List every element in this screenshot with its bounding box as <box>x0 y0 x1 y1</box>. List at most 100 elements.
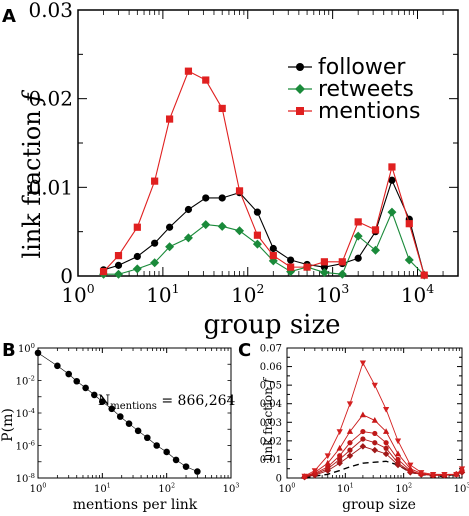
panel-a-series-1-point <box>217 221 227 231</box>
panel-b-series-0-point <box>125 420 133 427</box>
panel-c-series-2-point <box>395 460 401 466</box>
panel-a-series-2-point <box>420 271 428 279</box>
panel-b-series-0-point <box>34 349 42 357</box>
panel-a-label: A <box>2 6 16 27</box>
panel-c-series-4-point <box>382 428 390 434</box>
panel-a-x-tick-exp: 1 <box>172 281 180 296</box>
panel-c-x-tick-base: 10 <box>337 484 350 495</box>
panel-a-series-1-point <box>113 269 123 279</box>
panel-b-label: B <box>2 340 16 361</box>
panel-c-ylabel-text: link fraction <box>261 387 275 461</box>
panel-c-plot: 100 101 102 10300.010.020.030.040.050.060.0… <box>260 344 469 496</box>
panel-c-series-3-point <box>360 428 366 435</box>
panel-a-series-0-point <box>218 194 226 202</box>
panel-c-xlabel: group size <box>342 497 416 513</box>
panel-c-series-1-point <box>371 446 379 454</box>
panel-a-series-2-point <box>405 220 413 228</box>
panel-c-series-4-point <box>359 411 367 418</box>
panel-a-series-0-point <box>165 223 174 231</box>
panel-c-x-tick-label: 101 <box>337 483 354 496</box>
panel-a-series-0-line <box>103 178 425 276</box>
panel-a-series-1-point <box>319 267 329 277</box>
panel-b-y-tick-exp: -2 <box>28 375 35 383</box>
panel-b-y-tick-exp: -8 <box>28 472 35 480</box>
panel-b-annotation-sub: mentions <box>110 401 157 412</box>
panel-c-x-tick-exp: 2 <box>408 483 412 490</box>
panel-b-x-tick-label: 101 <box>94 483 111 496</box>
panel-a-series-2-point <box>202 76 210 84</box>
panel-b-y-tick-exp: 0 <box>31 342 35 350</box>
panel-b-y-tick-exp: -4 <box>28 407 35 415</box>
panel-c-x-tick-label: 102 <box>395 483 412 496</box>
panel-a-series-0-point <box>133 252 141 261</box>
panel-a-series-2-point <box>354 218 362 226</box>
panel-a-series-2-point <box>303 263 311 271</box>
panel-b-annotation: Nmentions = 866,264 <box>98 393 236 412</box>
panel-a-series-1-point <box>165 242 175 252</box>
panel-c-x-tick-exp: 1 <box>350 483 354 490</box>
panel-a-series-1-point <box>371 245 381 255</box>
panel-a: A 100 101 102 103 10400.010.020.03followerre… <box>2 0 459 340</box>
panel-c-series-3-point <box>383 440 389 446</box>
panel-c-series-2-point <box>372 440 378 446</box>
panel-c-x-tick-label: 100 <box>279 483 296 496</box>
panel-b-annotation-main: N <box>98 393 110 409</box>
panel-c-series-3-point <box>372 430 378 437</box>
panel-c-series-2-point <box>383 445 389 451</box>
panel-b-x-tick-label: 103 <box>223 483 240 496</box>
panel-c-series-5-point <box>346 401 354 408</box>
legend-mentions-label: mentions <box>318 99 421 124</box>
panel-c-series-5-point <box>418 470 425 476</box>
panel-b-series-0-point <box>82 384 89 392</box>
panel-a-xlabel: group size <box>203 310 340 340</box>
panel-c-series-5-point <box>382 406 390 413</box>
legend-follower-label: follower <box>318 55 406 80</box>
panel-a-x-tick-exp: 4 <box>426 281 434 296</box>
panel-a-series-0-point <box>354 254 362 262</box>
panel-a-series-1-point <box>132 264 142 274</box>
panel-c-series-1-point <box>336 459 343 467</box>
panel-a-series-0-point <box>202 194 210 202</box>
panel-a-series-2-point <box>165 115 174 123</box>
panel-a-x-tick-label: 103 <box>316 281 349 307</box>
panel-a-x-tick-base: 10 <box>316 283 341 307</box>
panel-c-series-5-point <box>441 471 448 478</box>
panel-c-series-5-point <box>394 438 402 445</box>
panel-c-series-5-point <box>336 429 343 435</box>
panel-b-series-0-point <box>54 362 61 370</box>
panel-b-y-tick-label: 10-6 <box>16 440 35 453</box>
panel-a-series-1-point <box>337 269 347 279</box>
panel-a-ylabel-text: link fraction <box>18 110 46 258</box>
panel-a-y-tick-label: 0.02 <box>28 87 73 111</box>
panel-c-series-2-point <box>360 436 366 442</box>
panel-b-series-0-point <box>73 377 81 385</box>
panel-b-y-tick-base: 10 <box>16 377 29 388</box>
panel-c-x-tick-label: 103 <box>454 483 469 496</box>
panel-a-series-1-point <box>150 258 160 268</box>
panel-c-series-5-point <box>311 468 318 474</box>
panel-a-x-tick-exp: 3 <box>341 281 349 296</box>
panel-b-annotation-rest: = 866,264 <box>157 393 236 409</box>
panel-a-series-2-point <box>133 223 141 231</box>
panel-b-y-tick-label: 10-4 <box>16 407 35 420</box>
panel-b-series-0-point <box>153 442 161 449</box>
panel-b-y-tick-exp: -6 <box>28 440 35 448</box>
panel-a-y-tick-label: 0 <box>60 264 73 288</box>
panel-b-series-0-point <box>172 456 180 464</box>
panel-a-series-1-point <box>201 220 211 230</box>
panel-c-series-5-point <box>453 471 460 478</box>
panel-b-series-0-point <box>144 434 151 442</box>
panel-c-y-tick-label: 0.04 <box>260 399 282 410</box>
panel-b-series-0-point <box>99 398 106 405</box>
panel-c-y-tick-label: 0.01 <box>260 455 282 466</box>
panel-b-x-tick-exp: 2 <box>171 483 175 490</box>
legend-retweets-marker <box>295 84 305 94</box>
panel-b-y-tick-base: 10 <box>18 344 31 355</box>
panel-c-series-5-point <box>324 453 331 460</box>
panel-b-series-0-point <box>182 463 190 470</box>
panel-b-x-tick-base: 10 <box>30 484 43 495</box>
panel-b-series-0-line <box>37 352 198 472</box>
